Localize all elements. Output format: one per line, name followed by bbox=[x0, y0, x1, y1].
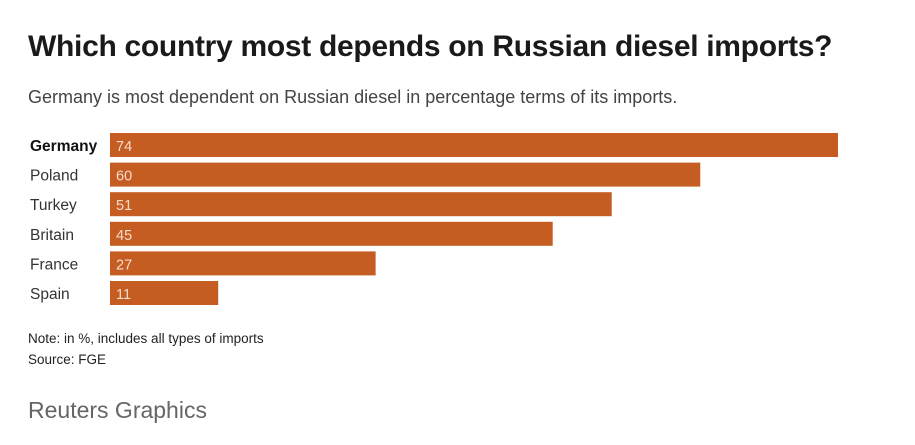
value-label: 74 bbox=[116, 139, 132, 155]
chart-note: Note: in %, includes all types of import… bbox=[28, 331, 264, 346]
chart-subtitle: Germany is most dependent on Russian die… bbox=[28, 87, 678, 107]
bar-poland bbox=[110, 162, 701, 187]
bar-germany bbox=[110, 133, 838, 157]
value-label: 11 bbox=[116, 287, 131, 303]
bar-britain bbox=[110, 221, 553, 246]
category-label: Spain bbox=[30, 286, 70, 303]
category-label: Poland bbox=[30, 168, 78, 185]
value-label: 60 bbox=[116, 169, 132, 185]
value-label: 27 bbox=[116, 257, 132, 273]
chart-title: Which country most depends on Russian di… bbox=[28, 30, 833, 63]
value-label: 45 bbox=[116, 228, 132, 244]
category-label: France bbox=[30, 256, 78, 273]
bar-chart: Germany 74 Poland 60 Turkey 51 Britain 45 France… bbox=[30, 133, 838, 305]
bar-spain bbox=[110, 281, 219, 305]
bar-turkey bbox=[110, 192, 612, 217]
category-label: Turkey bbox=[30, 197, 77, 214]
category-label: Britain bbox=[30, 227, 74, 244]
category-label: Germany bbox=[30, 138, 98, 155]
brand-label: Reuters Graphics bbox=[28, 397, 207, 423]
value-label: 51 bbox=[116, 198, 132, 214]
chart-source: Source: FGE bbox=[28, 352, 107, 367]
bar-france bbox=[110, 251, 376, 276]
